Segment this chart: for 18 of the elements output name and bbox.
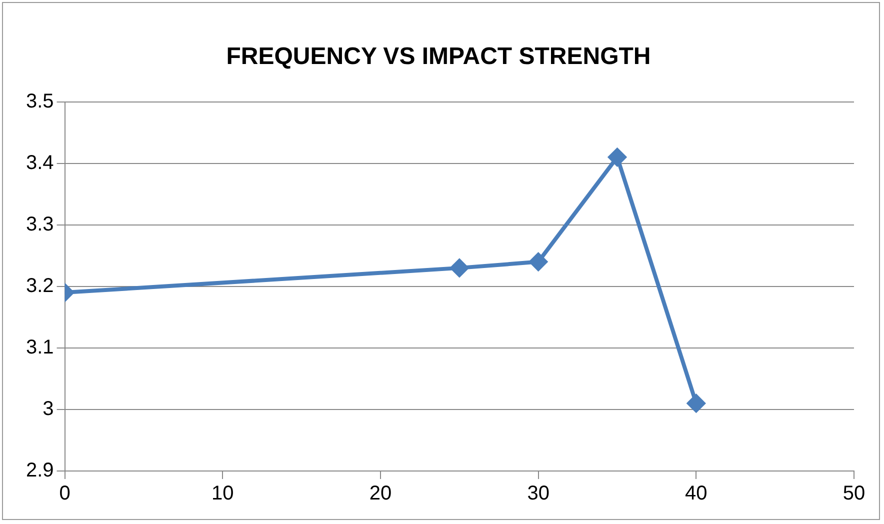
point [608,148,626,166]
x-tick-label: 50 [842,482,866,505]
y-tick-label: 3.1 [26,336,54,358]
x-tick-label: 20 [369,482,392,505]
y-tick-label: 3.5 [26,90,54,112]
point [529,252,548,271]
y-tick-label: 3.4 [26,152,54,174]
chart-title: FREQUENCY VS IMPACT STRENGTH [226,43,651,70]
y-tick-label: 2.9 [26,460,54,482]
x-tick-label: 0 [59,482,70,505]
y-tick-label: 3.3 [26,213,54,236]
x-tick-label: 30 [527,482,550,505]
y-tick-label: 3.2 [26,274,54,297]
y-tick-label: 3 [42,398,54,420]
point [450,258,468,277]
x-tick-label: 10 [212,482,234,505]
x-tick-label: 40 [685,482,708,505]
point [687,394,706,412]
